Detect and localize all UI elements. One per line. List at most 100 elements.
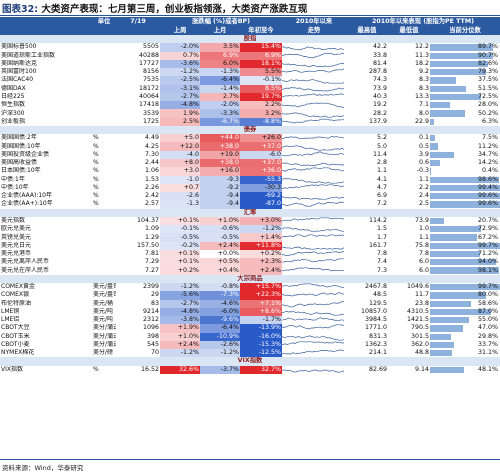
high-value: 831.3 <box>368 332 387 340</box>
high-value: 7.8 <box>376 250 387 258</box>
trend-sparkline <box>282 192 346 200</box>
current-value: 2.44 <box>144 159 159 167</box>
current-value: 1725 <box>142 117 159 125</box>
sparkline-chart <box>282 136 344 140</box>
percentile-bar <box>430 350 452 357</box>
change-last-month: -2.0% <box>200 101 240 110</box>
sparkline-path <box>282 68 344 73</box>
asset-name: LME铝 <box>1 316 20 324</box>
low-value: 12.2 <box>414 43 429 51</box>
asset-unit: % <box>93 159 99 167</box>
low-value: 8.3 <box>418 84 429 92</box>
percentile-cell: 87.0% <box>430 308 500 316</box>
table-row: 英国富时100 8156 -1.2% -1.3% 5.5% 287.8 9.2 79.3% <box>0 68 500 77</box>
header-change-group: 涨跌幅 (%)或者BP) <box>160 17 282 26</box>
sparkline-chart <box>282 292 344 297</box>
trend-sparkline <box>282 324 346 332</box>
high-value: 3984.5 <box>364 316 387 324</box>
percentile-cell: 99.7% <box>430 283 500 291</box>
sparkline-path <box>282 167 344 173</box>
high-value: 33.8 <box>372 51 387 59</box>
sparkline-chart <box>282 86 344 92</box>
percentile-value: 82.6% <box>477 59 498 67</box>
sparkline-chart <box>282 111 344 118</box>
header-date: 7/19 <box>116 17 160 26</box>
trend-sparkline <box>282 283 346 291</box>
trend-sparkline <box>282 76 346 85</box>
change-ytd: 5.5% <box>240 68 282 77</box>
table-row: 中债:1年% 1.53 -1.0 -9.3 -55.3 4.1 1.1 98.6% <box>0 175 500 184</box>
percentile-bar <box>430 250 480 258</box>
change-last-month: +2.4% <box>200 241 240 250</box>
change-last-week: 32.6% <box>160 365 200 374</box>
low-value: 11.3 <box>414 51 429 59</box>
table-row: 美国国债:2年% 4.49 +5.0 +44.0 +26.0 5.2 0.1 7.5% <box>0 134 500 143</box>
change-last-week: 1.9% <box>160 109 200 118</box>
change-ytd: +11.8% <box>240 241 282 250</box>
change-last-week: -3.1% <box>160 84 200 93</box>
percentile-bar <box>430 143 438 150</box>
asset-unit: 美元/吨 <box>93 307 114 315</box>
trend-sparkline <box>282 85 346 93</box>
sparkline-path <box>282 258 344 263</box>
current-value: 16.52 <box>140 365 159 373</box>
sparkline-chart <box>282 324 344 330</box>
change-ytd: 19.7% <box>240 92 282 102</box>
figure-title: 图表32: 大类资产表现：七月第三周，创业板指领涨，大类资产涨跌互现 <box>2 1 307 16</box>
high-value: 137.9 <box>368 117 387 125</box>
change-last-month: -1.3% <box>200 68 240 77</box>
sparkline-chart <box>282 335 344 341</box>
percentile-value: 98.6% <box>477 175 498 183</box>
change-last-month: +19.0 <box>200 150 240 159</box>
percentile-bar <box>430 44 493 51</box>
table-row: 布伦特原油 美元/桶 83 -2.7% -4.6% +7.1% 129.5 23.8 58.6% <box>0 299 500 308</box>
change-last-week: -1.2% <box>160 68 200 77</box>
table-row: LME铜 美元/吨 9214 -4.8% -6.0% +8.6% 10857.0 4310.5… <box>0 307 500 317</box>
asset-name: 企业债(AAA):10年 <box>1 192 52 200</box>
change-last-week: -5.6% <box>160 291 200 300</box>
percentile-cell: 29.8% <box>430 333 500 341</box>
trend-sparkline <box>282 52 346 60</box>
sparkline-path <box>282 217 344 222</box>
asset-unit <box>92 76 116 84</box>
table-row: 美元兑在岸人民币 7.27 +0.2% +0.4% +2.4% 7.3 6.0 98.1% <box>0 266 500 275</box>
low-value: 7.8 <box>418 250 429 258</box>
change-last-month: +0.0% <box>200 249 240 259</box>
current-value: 398 <box>146 332 159 340</box>
current-value: 17727 <box>138 59 159 67</box>
asset-unit <box>92 233 116 241</box>
header-low: 最低值 <box>388 26 430 35</box>
section-title: 汇率 <box>0 208 500 217</box>
percentile-bar <box>430 341 454 349</box>
asset-unit: 美分/蒲式耳 <box>93 340 116 348</box>
percentile-value: 99.7% <box>477 283 498 291</box>
percentile-value: 99.6% <box>477 192 498 200</box>
percentile-value: 6.3% <box>482 117 498 125</box>
asset-unit <box>92 68 116 76</box>
sparkline-path <box>282 111 344 118</box>
header-trend: 走势 <box>282 26 346 35</box>
low-value: 6.0 <box>418 258 429 266</box>
low-value: 790.5 <box>410 324 429 332</box>
table-row: CBOT小麦 美分/蒲式耳 545+2.4%-2.6%-15.3% 1362.3 362… <box>0 340 500 350</box>
sparkline-chart <box>282 300 344 308</box>
section-title: 股指 <box>0 35 500 44</box>
low-value: 9.2 <box>418 68 429 76</box>
sparkline-path <box>282 136 344 140</box>
percentile-cell: 71.2% <box>430 250 500 258</box>
change-ytd: +26.0 <box>240 134 282 143</box>
sparkline-path <box>282 93 344 98</box>
high-value: 129.5 <box>368 299 387 307</box>
percentile-value: 0.4% <box>482 167 498 175</box>
percentile-cell: 51.5% <box>430 85 500 93</box>
change-ytd: -13.9% <box>240 324 282 333</box>
header-blank-1 <box>0 26 92 35</box>
asset-unit: % <box>93 142 99 150</box>
asset-name: CBOT玉米 <box>1 332 30 340</box>
low-value: 2.4 <box>418 192 429 200</box>
asset-unit <box>92 258 116 266</box>
sparkline-chart <box>282 93 344 98</box>
high-value: 11.4 <box>372 150 387 158</box>
asset-name: 创业板指 <box>1 117 26 125</box>
low-value: 362.0 <box>410 340 429 348</box>
